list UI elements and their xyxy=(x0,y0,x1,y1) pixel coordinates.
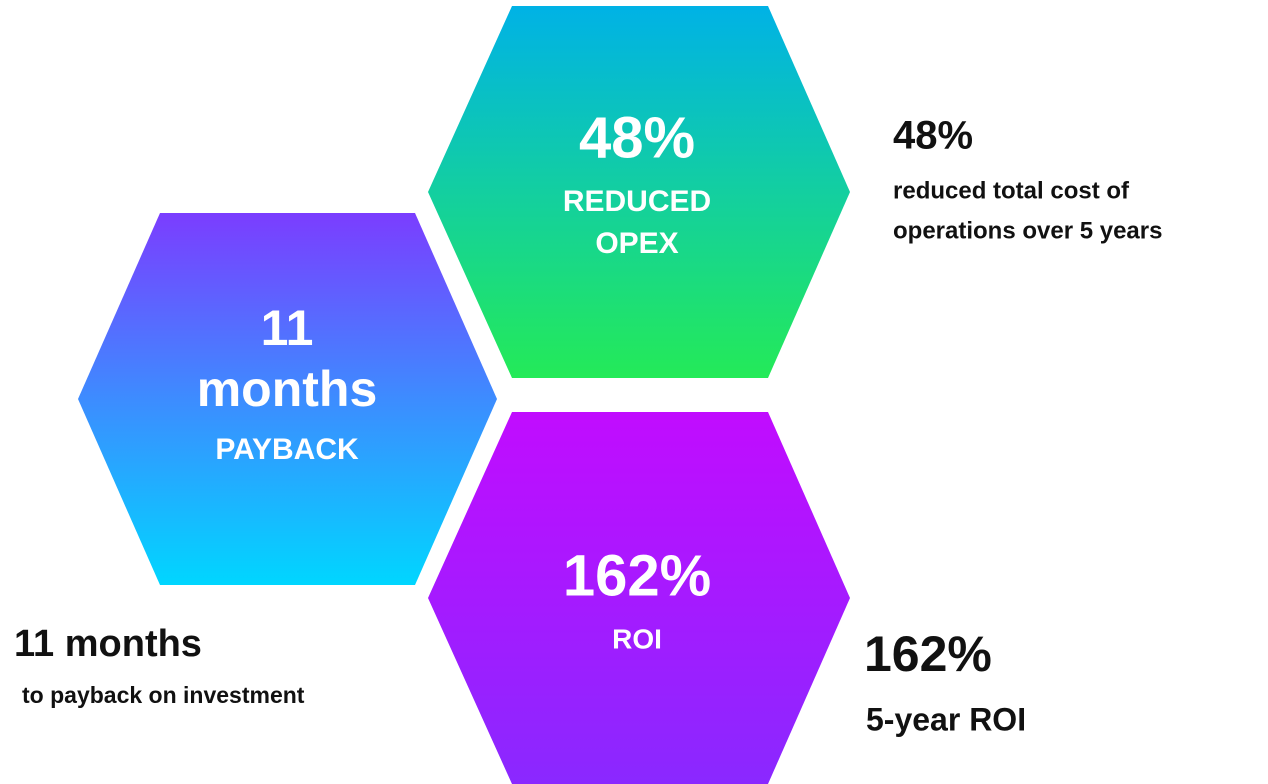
caption-headline: 162% xyxy=(864,626,992,682)
caption-description: 5-year ROI xyxy=(866,701,1026,737)
hex-label: PAYBACK xyxy=(215,433,359,466)
hex-label: ROI xyxy=(612,623,662,654)
caption-description: to payback on investment xyxy=(22,682,305,708)
hex-value: months xyxy=(197,361,378,417)
hexagon-opex xyxy=(428,6,850,378)
hex-label: REDUCED xyxy=(563,185,711,218)
hex-value: 11 xyxy=(261,300,314,356)
caption-description: operations over 5 years xyxy=(893,217,1162,244)
caption-headline: 11 months xyxy=(14,623,202,665)
caption-headline: 48% xyxy=(893,114,973,158)
hex-label: OPEX xyxy=(595,227,678,260)
hex-value: 48% xyxy=(579,105,695,170)
caption-description: reduced total cost of xyxy=(893,177,1130,204)
hexagon-payback xyxy=(78,213,497,585)
hexagon-roi xyxy=(428,412,850,784)
hex-value: 162% xyxy=(563,543,711,608)
